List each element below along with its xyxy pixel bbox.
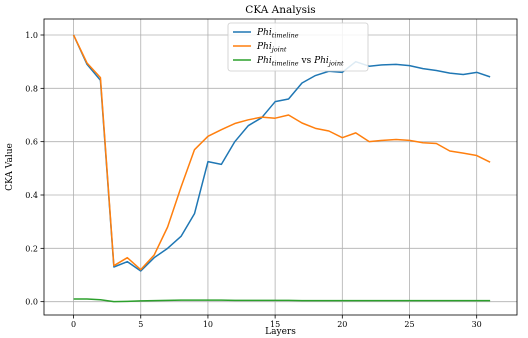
x-tick-label: 0 <box>71 320 76 329</box>
x-tick-label: 25 <box>404 320 414 329</box>
chart-title: CKA Analysis <box>245 4 315 16</box>
y-tick-label: 0.8 <box>25 84 38 93</box>
y-tick-label: 0.6 <box>25 138 38 147</box>
legend: Phitimeline Phijoint Phitimeline vs Phijoi… <box>227 22 369 72</box>
legend-entry-label: Phijoint <box>256 42 287 54</box>
legend-entry-label: Phitimeline <box>256 28 299 40</box>
y-tick-label: 0.4 <box>25 191 38 200</box>
x-tick-label: 20 <box>337 320 347 329</box>
x-tick-label: 5 <box>138 320 143 329</box>
y-tick-label: 0.0 <box>25 298 38 307</box>
series-line-2 <box>72 34 491 271</box>
series-lines <box>72 34 491 303</box>
legend-entry-label: Phitimeline vs Phijoint <box>256 56 344 68</box>
y-axis-label: CKA Value <box>5 143 15 191</box>
y-tick-label: 0.2 <box>25 244 38 253</box>
plot-frame <box>43 18 518 316</box>
x-axis-label: Layers <box>265 327 296 337</box>
legend-box <box>227 22 369 72</box>
y-tick-label: 1.0 <box>25 31 38 40</box>
series-line-1 <box>72 34 491 272</box>
x-tick-label: 10 <box>203 320 213 329</box>
series-line-3 <box>73 298 491 303</box>
axis-ticks: 0 5 10 15 20 25 30 0.0 0.2 0.4 0.6 0.8 1.0 <box>25 31 482 329</box>
x-tick-label: 15 <box>270 320 280 329</box>
x-tick-label: 30 <box>472 320 482 329</box>
